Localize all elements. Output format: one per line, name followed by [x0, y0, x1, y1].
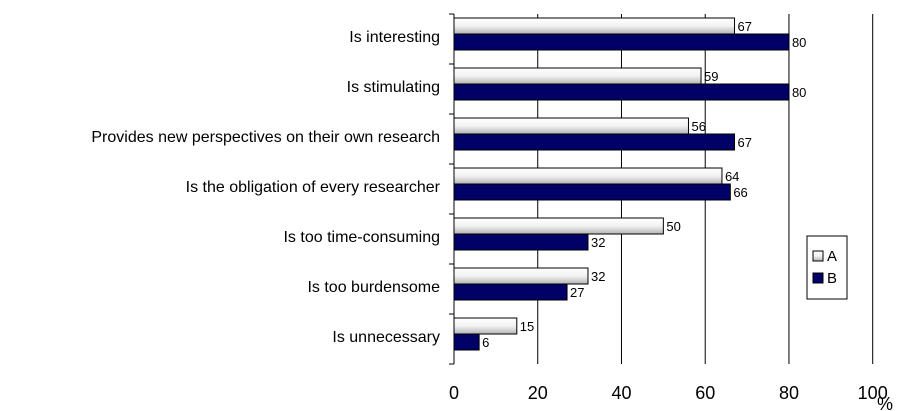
x-tick-label: 80 [779, 383, 799, 403]
bar-b [453, 233, 589, 251]
category-label: Provides new perspectives on their own r… [91, 129, 440, 146]
data-label: 50 [666, 219, 680, 234]
bar-a [453, 267, 589, 285]
bar-b [453, 33, 790, 51]
bar-b [453, 83, 790, 101]
legend-swatch-a [812, 250, 824, 262]
bar-a [453, 167, 723, 185]
bar-a [453, 117, 689, 135]
x-tick-label: 0 [449, 383, 459, 403]
bar-b [453, 333, 480, 351]
bar-a [453, 217, 664, 235]
bar-a [453, 67, 702, 85]
bar-a [453, 17, 736, 35]
data-label: 67 [738, 135, 752, 150]
legend-swatch-b [812, 272, 824, 284]
data-label: 67 [738, 19, 752, 34]
category-label: Is the obligation of every researcher [186, 179, 441, 196]
category-label: Is too burdensome [307, 279, 440, 296]
legend: AB [806, 235, 848, 300]
data-label: 6 [482, 335, 489, 350]
category-label: Is stimulating [347, 79, 440, 96]
x-tick-label: 40 [611, 383, 631, 403]
legend-label-b: B [827, 270, 837, 287]
bar-b [453, 133, 736, 151]
data-label: 15 [520, 319, 534, 334]
data-label: 59 [704, 69, 718, 84]
bar-a [453, 317, 518, 335]
bar-b [453, 283, 568, 301]
category-labels: Is interesting Is stimulating Provides new… [91, 29, 440, 346]
data-label: 80 [792, 35, 806, 50]
data-label: 32 [591, 235, 605, 250]
x-tick-label: 20 [528, 383, 548, 403]
data-label: 64 [725, 169, 739, 184]
legend-box [806, 235, 848, 300]
data-label: 80 [792, 85, 806, 100]
legend-label-a: A [827, 248, 837, 265]
data-label: 56 [691, 119, 705, 134]
data-label: 32 [591, 269, 605, 284]
x-tick-label: 100 [858, 383, 888, 403]
axes: 0 20 40 60 80 100% [449, 13, 893, 411]
data-label: 66 [733, 185, 747, 200]
x-unit-label: % [877, 394, 893, 411]
category-label: Is unnecessary [332, 329, 440, 346]
x-tick-label: 60 [695, 383, 715, 403]
bar-b [453, 183, 731, 201]
category-label: Is interesting [349, 29, 440, 46]
data-label: 27 [570, 285, 584, 300]
category-label: Is too time-consuming [283, 229, 440, 246]
